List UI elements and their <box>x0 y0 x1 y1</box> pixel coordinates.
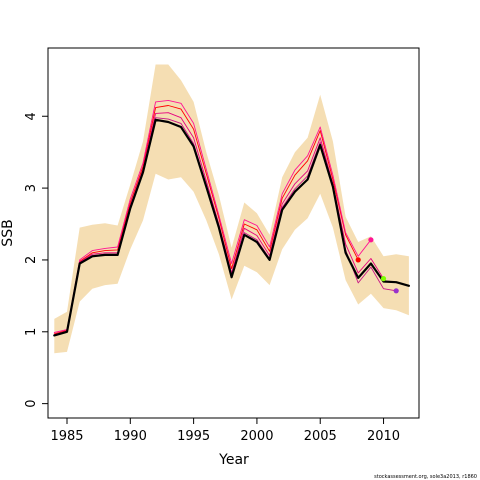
points-layer <box>355 237 399 294</box>
y-tick-label-4: 4 <box>24 112 39 120</box>
x-tick-label-2000: 2000 <box>240 429 273 444</box>
series-line-main <box>53 118 410 337</box>
y-tick-label-1: 1 <box>24 328 39 336</box>
y-axis-title: SSB <box>0 219 16 246</box>
confidence-band <box>54 64 409 354</box>
x-axis: 1985 1990 1995 2000 2005 2010 <box>50 418 400 444</box>
x-axis-title: Year <box>218 452 249 468</box>
x-tick-label-2005: 2005 <box>304 429 337 444</box>
point-2009 <box>368 237 374 243</box>
series-line-retro-2 <box>53 99 372 333</box>
footnote: stockassessment.org, sole3a2013, r1860 <box>374 474 477 480</box>
y-tick-label-0: 0 <box>24 399 39 407</box>
y-tick-label-2: 2 <box>24 256 39 264</box>
point-2010 <box>380 276 387 282</box>
x-tick-label-2010: 2010 <box>367 429 400 444</box>
plot-frame <box>47 47 420 419</box>
y-tick-label-3: 3 <box>24 184 39 192</box>
confidence-band-layer <box>54 64 409 354</box>
x-tick-label-1995: 1995 <box>177 429 210 444</box>
y-axis: 0 1 2 3 4 <box>24 112 48 408</box>
point-2008 <box>355 257 361 263</box>
x-tick-label-1985: 1985 <box>50 429 83 444</box>
x-tick-label-1990: 1990 <box>114 429 147 444</box>
series-line-retro-1 <box>53 105 359 335</box>
point-2011 <box>393 288 399 294</box>
series-layer <box>53 99 410 337</box>
